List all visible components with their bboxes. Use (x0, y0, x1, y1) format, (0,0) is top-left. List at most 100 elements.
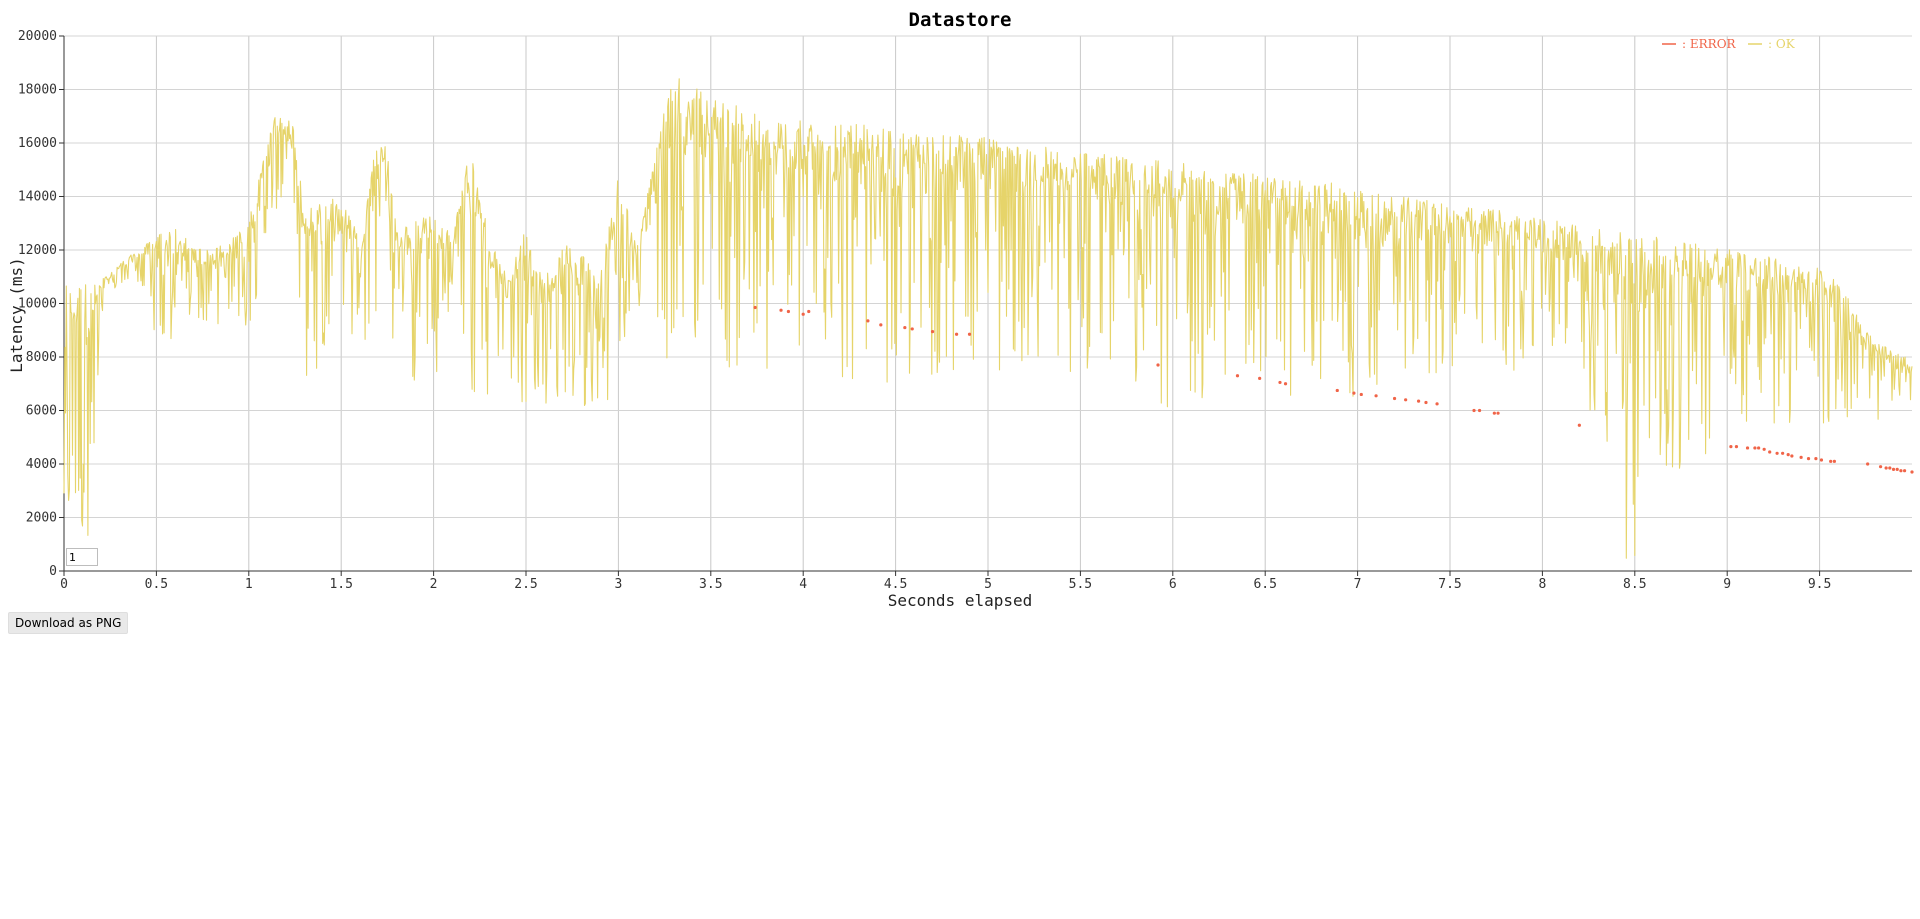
x-tick-label: 3 (614, 577, 622, 592)
y-tick-label: 2000 (26, 511, 57, 526)
y-tick-label: 10000 (18, 297, 57, 312)
error-point (801, 312, 805, 316)
error-point (1757, 446, 1761, 450)
x-tick-label: 7 (1354, 577, 1362, 592)
y-tick-label: 16000 (18, 136, 57, 151)
error-point (1786, 453, 1790, 457)
error-point (1775, 451, 1779, 455)
x-tick-label: 9 (1723, 577, 1731, 592)
x-tick-label: 4 (799, 577, 807, 592)
error-point (1352, 391, 1356, 395)
x-tick-label: 5 (984, 577, 992, 592)
x-tick-label: 0.5 (145, 577, 168, 592)
x-axis-label: Seconds elapsed (888, 591, 1033, 610)
x-tick-label: 8.5 (1623, 577, 1646, 592)
error-point (1734, 445, 1739, 449)
error-point (1799, 455, 1803, 459)
error-point (1156, 363, 1160, 367)
x-tick-label: 2.5 (514, 577, 537, 592)
error-point (1814, 457, 1818, 461)
x-tick-label: 5.5 (1069, 577, 1092, 592)
error-point (1416, 399, 1421, 403)
page-number-input[interactable] (66, 548, 98, 566)
error-point (1496, 411, 1500, 415)
error-point (1819, 458, 1824, 462)
chart-grid (63, 35, 1912, 572)
x-tick-label: 1.5 (329, 577, 352, 592)
error-point (1832, 459, 1836, 463)
x-tick-label: 4.5 (884, 577, 907, 592)
error-point (779, 308, 783, 312)
error-point (807, 309, 811, 314)
error-point (1829, 459, 1833, 463)
error-point (930, 329, 935, 334)
error-point (1729, 445, 1733, 449)
error-point (1374, 394, 1378, 398)
y-axis-label: Latency (ms) (7, 257, 26, 373)
error-point (1910, 470, 1914, 474)
error-point (1492, 411, 1496, 415)
legend-label[interactable]: : OK (1768, 37, 1796, 51)
y-tick-label: 4000 (26, 457, 57, 472)
error-point (786, 309, 791, 314)
error-point (954, 332, 959, 336)
error-point (1392, 396, 1397, 401)
error-point (1903, 469, 1907, 473)
download-png-button[interactable]: Download as PNG (8, 612, 129, 634)
error-point (866, 319, 870, 323)
error-point (1762, 447, 1766, 451)
error-point (1424, 400, 1428, 405)
chart-legend[interactable]: : ERROR : OK (1662, 37, 1796, 51)
x-tick-label: 6.5 (1253, 577, 1276, 592)
error-point (1235, 374, 1240, 378)
chart-series (63, 78, 1914, 559)
error-point (1435, 402, 1439, 406)
chart-ticks: 0 0.5 1 1.5 2 2.5 3 3.5 4 4.5 5 5.5 6 6.5 7 7.5 8 8.5 9 9.5… (18, 29, 1831, 592)
x-tick-label: 0 (60, 577, 68, 592)
error-point (903, 325, 907, 330)
error-point (1258, 376, 1262, 380)
series-line-ok (63, 78, 1913, 559)
error-point (1866, 462, 1870, 466)
error-point (1895, 467, 1899, 471)
error-point (1745, 446, 1750, 450)
error-point (1891, 467, 1896, 471)
y-tick-label: 20000 (18, 29, 57, 44)
error-point (1577, 423, 1581, 427)
x-tick-label: 9.5 (1808, 577, 1831, 592)
x-tick-label: 6 (1169, 577, 1177, 592)
y-tick-label: 18000 (18, 83, 57, 98)
error-point (1335, 388, 1339, 393)
error-point (910, 327, 914, 331)
y-tick-label: 8000 (26, 350, 57, 365)
error-point (1278, 380, 1282, 385)
error-point (1359, 392, 1363, 397)
y-tick-label: 12000 (18, 243, 57, 258)
error-point (1404, 398, 1408, 402)
error-point (1899, 469, 1903, 473)
error-point (1753, 446, 1757, 450)
y-tick-label: 6000 (26, 404, 57, 419)
y-tick-label: 0 (49, 564, 57, 579)
error-point (1806, 457, 1811, 461)
error-point (1477, 408, 1482, 413)
y-tick-label: 14000 (18, 190, 57, 205)
error-point (1283, 382, 1288, 386)
x-tick-label: 1 (245, 577, 253, 592)
error-point (1768, 450, 1772, 454)
x-tick-label: 2 (430, 577, 438, 592)
error-point (967, 332, 972, 336)
error-point (1888, 466, 1892, 470)
x-tick-label: 7.5 (1438, 577, 1461, 592)
error-point (1781, 451, 1785, 455)
legend-label[interactable]: : ERROR (1682, 37, 1737, 51)
chart-title: Datastore (909, 9, 1012, 31)
error-point (1878, 465, 1883, 469)
error-point (1790, 454, 1794, 458)
error-point (1884, 466, 1888, 470)
x-tick-label: 3.5 (699, 577, 722, 592)
error-point (1472, 408, 1476, 413)
error-point (879, 323, 883, 327)
error-point (753, 305, 757, 310)
